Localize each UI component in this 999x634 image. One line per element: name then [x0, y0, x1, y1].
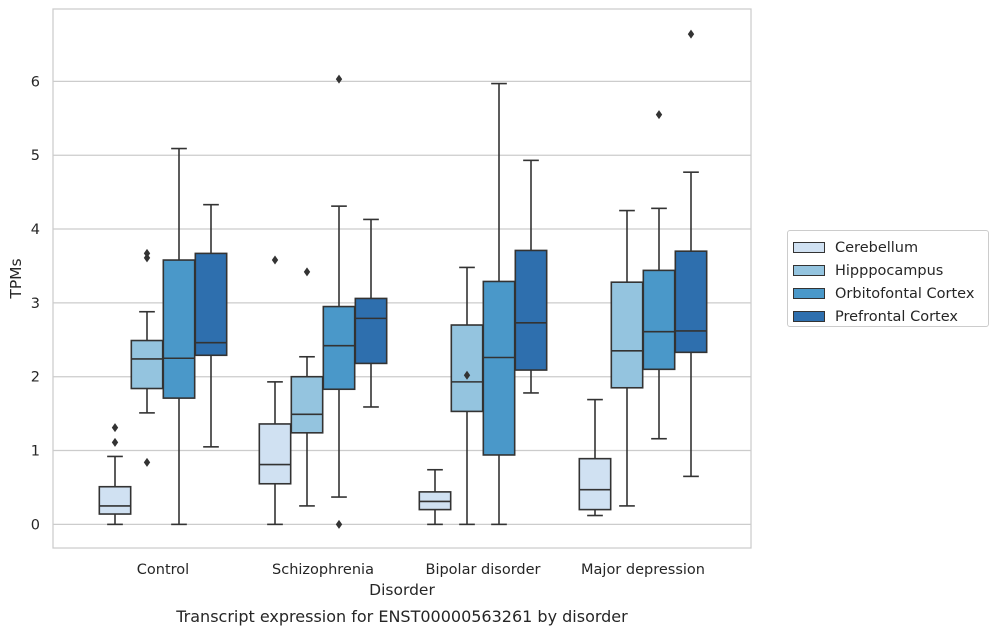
iqr-box — [674, 250, 708, 354]
box-3-2 — [642, 110, 676, 440]
box-2-0 — [418, 468, 452, 526]
box-2-3 — [514, 159, 548, 394]
box-0-2 — [162, 147, 196, 526]
iqr-box — [258, 423, 292, 485]
y-tick-label: 2 — [31, 370, 40, 386]
box-0-3 — [194, 203, 228, 448]
y-tick-label: 4 — [31, 222, 40, 238]
iqr-box — [98, 485, 132, 515]
y-tick-label: 1 — [31, 444, 40, 460]
outlier-point — [271, 255, 279, 265]
y-tick-label: 5 — [31, 148, 40, 164]
iqr-box — [162, 259, 196, 399]
legend-entry-prefrontal-cortex: Prefrontal Cortex — [793, 305, 988, 328]
legend-label: Prefrontal Cortex — [835, 308, 958, 325]
legend: Cerebellum Hipppocampus Orbitofontal Cor… — [787, 230, 989, 327]
x-tick-labels: Control Schizophrenia Bipolar disorder Majo… — [137, 562, 705, 578]
iqr-box — [354, 297, 388, 365]
box-3-0 — [578, 398, 612, 517]
box-0-1 — [130, 248, 164, 467]
outlier-point — [687, 29, 695, 39]
outlier-point — [303, 267, 311, 277]
box-1-0 — [258, 255, 292, 526]
outlier-point — [655, 110, 663, 120]
iqr-box — [322, 305, 356, 391]
y-tick-label: 0 — [31, 517, 40, 533]
iqr-box — [514, 249, 548, 371]
box-1-3 — [354, 218, 388, 408]
outlier-point — [143, 457, 151, 467]
chart-title: Transcript expression for ENST0000056326… — [175, 607, 628, 626]
y-tick-label: 6 — [31, 74, 40, 90]
legend-swatch — [793, 311, 825, 322]
legend-swatch — [793, 242, 825, 253]
legend-entry-cerebellum: Cerebellum — [793, 236, 988, 259]
legend-label: Cerebellum — [835, 239, 919, 256]
legend-entry-orbitofrontal-cortex: Orbitofontal Cortex — [793, 282, 988, 305]
iqr-box — [290, 375, 324, 434]
outlier-point — [463, 370, 471, 380]
outlier-point — [111, 437, 119, 447]
box-0-0 — [98, 423, 132, 526]
outlier-point — [335, 74, 343, 84]
box-2-1 — [450, 266, 484, 526]
x-tick-label: Major depression — [581, 562, 705, 578]
outlier-point — [335, 519, 343, 529]
legend-label: Hipppocampus — [835, 262, 944, 279]
box-2-2 — [482, 82, 516, 526]
legend-swatch — [793, 288, 825, 299]
x-tick-label: Schizophrenia — [272, 562, 374, 578]
box-1-1 — [290, 267, 324, 507]
box-3-1 — [610, 209, 644, 507]
outlier-point — [111, 423, 119, 433]
y-axis-title: TPMs — [7, 258, 25, 299]
iqr-box — [642, 269, 676, 371]
x-tick-label: Bipolar disorder — [426, 562, 541, 578]
x-axis-title: Disorder — [369, 581, 435, 599]
legend-label: Orbitofontal Cortex — [835, 285, 975, 302]
box-1-2 — [322, 74, 356, 529]
x-tick-label: Control — [137, 562, 189, 578]
legend-entry-hippocampus: Hipppocampus — [793, 259, 988, 282]
box-layer — [98, 29, 708, 529]
iqr-box — [450, 324, 484, 413]
outlier-point — [143, 248, 151, 258]
y-tick-label: 3 — [31, 296, 40, 312]
y-tick-labels: 0 1 2 3 4 5 6 — [31, 74, 40, 533]
plot-frame — [52, 8, 752, 549]
box-3-3 — [674, 29, 708, 478]
legend-swatch — [793, 265, 825, 276]
iqr-box — [130, 339, 164, 390]
iqr-box — [610, 281, 644, 389]
iqr-box — [578, 457, 612, 511]
iqr-box — [482, 280, 516, 456]
iqr-box — [194, 252, 228, 357]
